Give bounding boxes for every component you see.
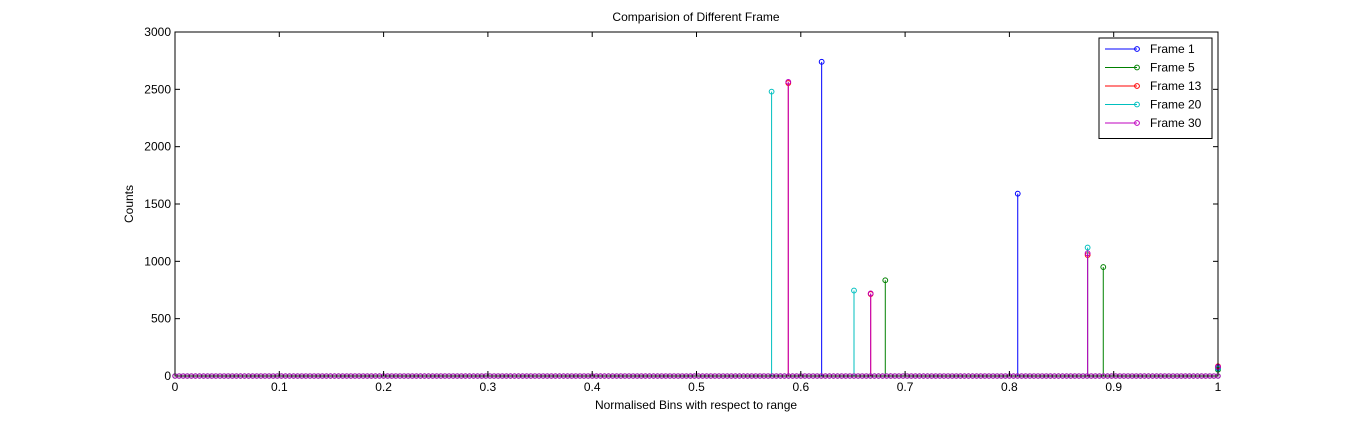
x-tick-label: 0.9 <box>1105 380 1122 394</box>
stem-marker-frame-30-2 <box>1084 250 1091 257</box>
legend-marker <box>1134 101 1140 108</box>
stem-marker-frame-5-1 <box>1100 264 1107 270</box>
y-tick-label: 0 <box>164 369 171 383</box>
y-tick-label: 2000 <box>144 140 171 154</box>
x-tick-label: 0.2 <box>375 380 392 394</box>
y-axis-ticks: 0 500 1000 1500 2000 2500 3000 <box>144 25 1218 383</box>
x-tick-label: 0.4 <box>584 380 601 394</box>
x-tick-label: 0.6 <box>792 380 809 394</box>
stem-marker-frame-30-1 <box>867 290 874 297</box>
stem-marker-frame-20-1 <box>851 287 857 294</box>
y-tick-label: 1500 <box>144 197 171 211</box>
chart-title: Comparision of Different Frame <box>612 10 780 24</box>
legend-label: Frame 30 <box>1150 116 1202 130</box>
legend-marker <box>1134 64 1140 71</box>
legend-label: Frame 20 <box>1150 98 1202 112</box>
x-tick-label: 0.3 <box>480 380 497 394</box>
legend-marker <box>1134 46 1140 52</box>
x-axis-label: Normalised Bins with respect to range <box>595 398 797 412</box>
legend-label: Frame 1 <box>1150 42 1195 56</box>
x-tick-label: 0.1 <box>271 380 288 394</box>
plot-area <box>175 32 1218 376</box>
legend-entry-frame-1: Frame 1 <box>1105 42 1195 56</box>
x-tick-label: 0.8 <box>1001 380 1018 394</box>
legend-marker <box>1134 120 1140 126</box>
stem-marker-frame-1-1 <box>1014 190 1021 197</box>
x-tick-label: 0.7 <box>897 380 914 394</box>
y-axis-label: Counts <box>122 185 136 223</box>
stem-marker-frame-20-0 <box>768 88 775 95</box>
x-tick-label: 0.5 <box>688 380 705 394</box>
legend-box <box>1098 37 1213 139</box>
stem-marker-frame-30-0 <box>785 78 792 85</box>
y-tick-label: 500 <box>151 312 171 326</box>
legend: Frame 1 Frame 5 Frame 13 Frame 20 Frame 30 <box>1098 37 1213 139</box>
x-tick-label: 1 <box>1215 380 1222 394</box>
legend-label: Frame 5 <box>1150 61 1195 75</box>
stems-layer <box>768 58 1221 376</box>
legend-entry-frame-13: Frame 13 <box>1105 79 1202 93</box>
y-tick-label: 3000 <box>144 25 171 39</box>
legend-marker <box>1134 83 1140 89</box>
stem-marker-frame-5-0 <box>882 277 889 284</box>
stem-marker-frame-1-0 <box>818 58 825 65</box>
x-axis-ticks: 0 0.1 0.2 0.3 0.4 0.5 0.6 0.7 0.8 0.9 1 <box>172 32 1222 394</box>
legend-label: Frame 13 <box>1150 79 1202 93</box>
legend-entry-frame-20: Frame 20 <box>1105 98 1202 112</box>
legend-entry-frame-5: Frame 5 <box>1105 61 1195 75</box>
y-tick-label: 2500 <box>144 82 171 96</box>
stem-marker-frame-20-2 <box>1084 244 1091 251</box>
x-tick-label: 0 <box>172 380 179 394</box>
legend-entry-frame-30: Frame 30 <box>1105 116 1202 130</box>
y-tick-label: 1000 <box>144 254 171 268</box>
